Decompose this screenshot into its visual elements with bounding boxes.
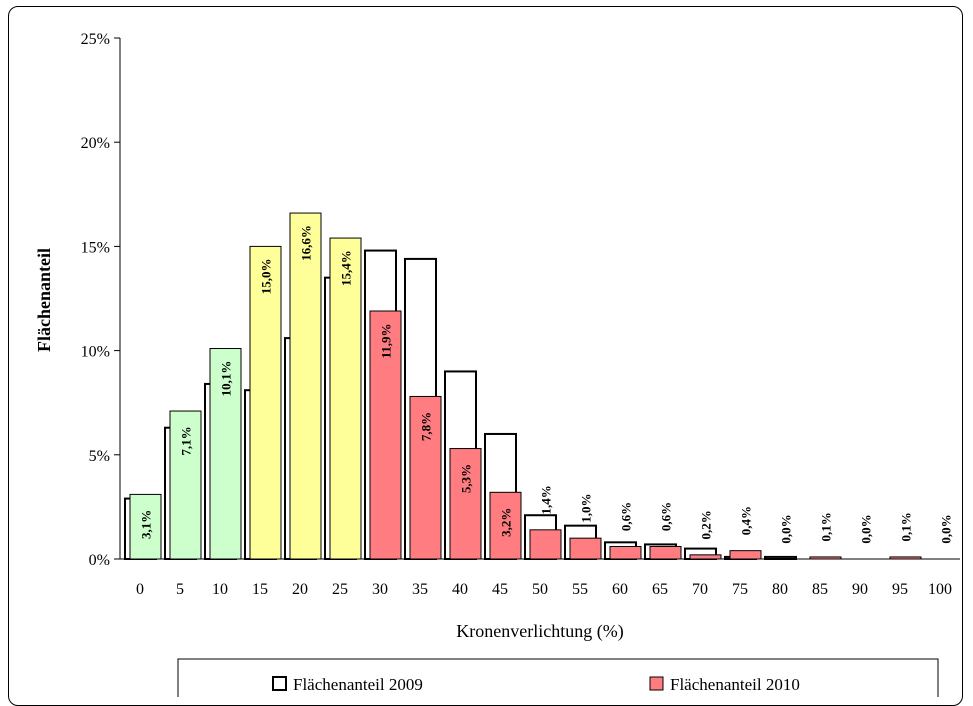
bar-2010 (529, 529, 562, 560)
data-labels: 3,1% 7,1% 10,1% 15,0% 16,6% 15,4% 11,9% 7,8% 5,3… (139, 225, 954, 543)
bar-2010 (569, 537, 602, 560)
data-label-2010: 5,3% (459, 464, 474, 493)
bar-2010 (329, 237, 362, 560)
x-tick-label: 35 (412, 581, 428, 598)
y-tick-label: 15% (81, 239, 110, 256)
y-tick-label: 0% (89, 552, 110, 569)
x-tick-label: 80 (772, 581, 788, 598)
data-label-2010: 11,9% (379, 323, 394, 358)
bar-2010 (729, 550, 762, 560)
legend-box (177, 658, 939, 697)
x-tick-label: 25 (332, 581, 348, 598)
data-label-2010: 7,8% (419, 412, 434, 441)
x-tick-label: 15 (252, 581, 268, 598)
legend-swatch-2009 (272, 676, 287, 691)
legend-swatch-2010 (649, 676, 664, 691)
x-tick-label: 95 (892, 581, 908, 598)
data-label-2010: 0,0% (939, 514, 954, 543)
x-tick-label: 75 (732, 581, 748, 598)
data-label-2010: 3,2% (499, 508, 514, 537)
x-tick-label: 100 (928, 581, 952, 598)
x-tick-label: 45 (492, 581, 508, 598)
bar-2010 (209, 348, 242, 560)
y-tick-label: 5% (89, 448, 110, 465)
x-tick-label: 50 (532, 581, 548, 598)
y-tick-label: 25% (81, 31, 110, 48)
x-tick-label: 10 (212, 581, 228, 598)
data-label-2010: 0,6% (659, 502, 674, 531)
data-label-2010: 15,0% (259, 259, 274, 295)
x-tick-label: 0 (136, 581, 144, 598)
bar-2010 (649, 545, 682, 560)
axes: 0% 5% 10% 15% 20% 25% 0 5 10 15 20 25 30 35 40 45 50 55 60… (81, 31, 960, 598)
x-tick-label: 90 (852, 581, 868, 598)
bar-2010 (249, 245, 282, 560)
data-label-2010: 1,0% (579, 494, 594, 523)
bar-2010 (129, 493, 162, 560)
data-label-2010: 7,1% (179, 426, 194, 455)
data-label-2010: 15,4% (339, 250, 354, 286)
x-axis-title: Kronenverlichtung (%) (456, 621, 623, 642)
x-tick-label: 55 (572, 581, 588, 598)
data-label-2010: 0,0% (779, 514, 794, 543)
data-label-2010: 0,1% (899, 512, 914, 541)
legend-label-2010: Flächenanteil 2010 (670, 675, 800, 694)
data-label-2010: 1,4% (539, 485, 554, 514)
legend: Flächenanteil 2009 Flächenanteil 2010 (177, 658, 939, 697)
x-tick-label: 5 (176, 581, 184, 598)
data-label-2010: 3,1% (139, 510, 154, 539)
bar-2010 (289, 212, 322, 560)
bar-2010 (369, 310, 402, 560)
bar-2010 (489, 491, 522, 560)
x-tick-label: 65 (652, 581, 668, 598)
x-tick-label: 70 (692, 581, 708, 598)
x-tick-label: 40 (452, 581, 468, 598)
data-label-2010: 0,0% (859, 514, 874, 543)
bar-2010 (689, 554, 722, 560)
legend-label-2009: Flächenanteil 2009 (293, 675, 423, 694)
series-2010-bars (129, 212, 922, 560)
bar-2010 (169, 410, 202, 560)
data-label-2010: 0,6% (619, 502, 634, 531)
data-label-2010: 16,6% (299, 225, 314, 261)
y-tick-label: 20% (81, 135, 110, 152)
x-tick-label: 20 (292, 581, 308, 598)
y-tick-label: 10% (81, 344, 110, 361)
x-tick-label: 60 (612, 581, 628, 598)
data-label-2010: 0,4% (739, 506, 754, 535)
x-tick-label: 30 (372, 581, 388, 598)
bar-2010 (409, 395, 442, 560)
x-tick-label: 85 (812, 581, 828, 598)
data-label-2010: 0,1% (819, 512, 834, 541)
data-label-2010: 0,2% (699, 510, 714, 539)
bar-2010 (609, 545, 642, 560)
y-axis-title: Flächenanteil (34, 248, 54, 352)
data-label-2010: 10,1% (219, 361, 234, 397)
